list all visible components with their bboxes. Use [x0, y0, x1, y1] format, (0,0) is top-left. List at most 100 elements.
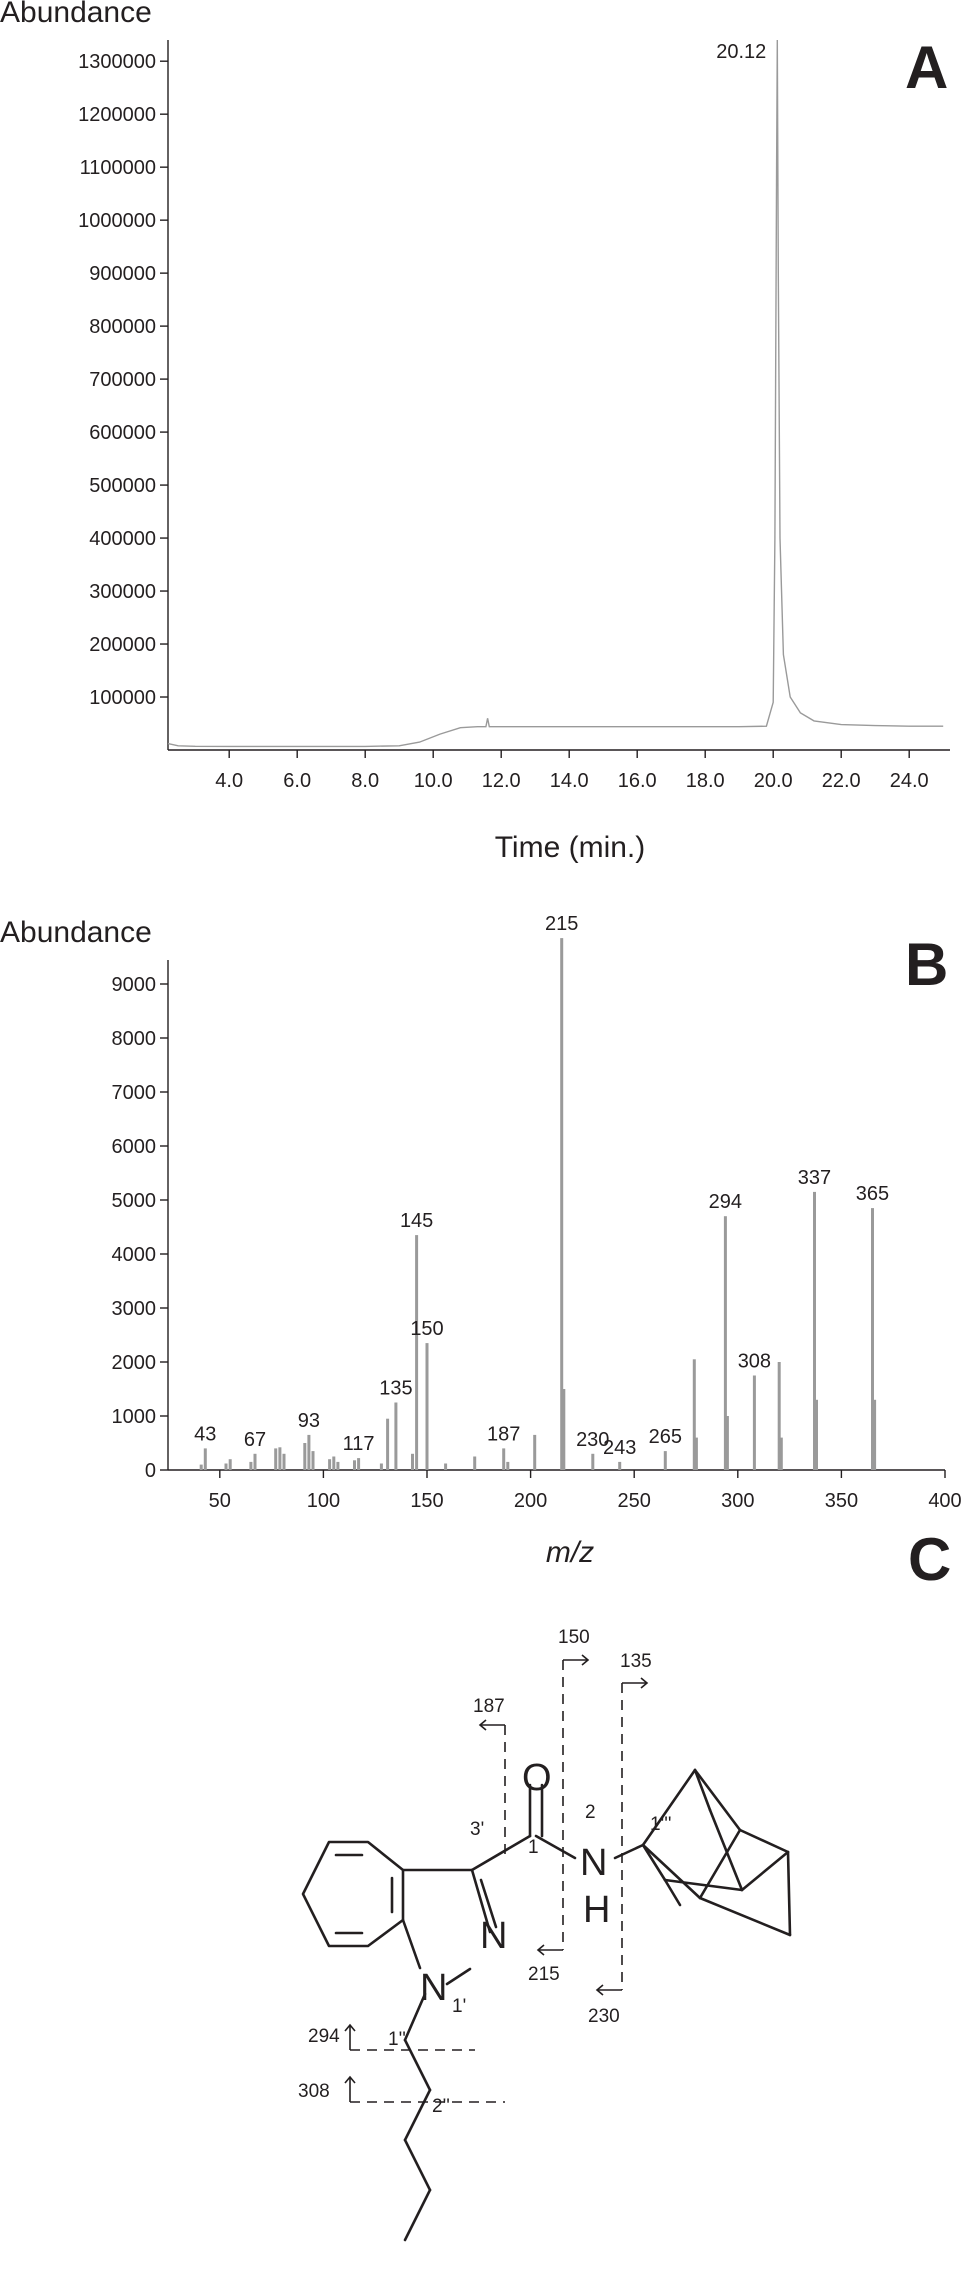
spectrum-x-tick-label: 100	[307, 1490, 340, 1512]
spectrum-bar	[725, 1416, 729, 1470]
chromatogram-x-tick-label: 18.0	[686, 770, 725, 792]
position-2: 2	[585, 1802, 596, 1823]
spectrum-bar	[224, 1463, 228, 1470]
oxygen-atom: O	[522, 1757, 552, 1799]
chromatogram-y-tick-label: 1000000	[78, 210, 156, 232]
indazole-n2-atom: N	[480, 1915, 507, 1957]
chromatogram-y-tick-label: 1300000	[78, 51, 156, 73]
spectrum-bar	[752, 1375, 756, 1470]
spectrum-peak-label: 43	[194, 1423, 216, 1445]
chromatogram-x-tick-label: 14.0	[550, 770, 589, 792]
molecule-bonds	[301, 1768, 792, 2242]
spectrum-bar	[411, 1453, 414, 1470]
spectrum-bar	[249, 1461, 253, 1470]
spectrum-x-tick-label: 350	[825, 1490, 858, 1512]
position-1: 1	[528, 1837, 539, 1858]
spectrum-y-tick-label: 0	[145, 1460, 156, 1482]
spectrum-bar	[303, 1443, 307, 1470]
spectrum-y-tick-label: 2000	[112, 1352, 157, 1374]
panel-label-b: B	[905, 931, 948, 998]
amide-hydrogen-atom: H	[583, 1889, 610, 1931]
spectrum-bar	[199, 1464, 203, 1470]
spectrum-peak-label: 93	[298, 1410, 320, 1432]
spectrum-x-tick-label: 200	[514, 1490, 547, 1512]
spectrum-bar	[415, 1235, 419, 1470]
structure-panel: C	[298, 1526, 951, 2242]
spectrum-peak-label: 265	[649, 1426, 682, 1448]
spectrum-peak-label: 215	[545, 913, 578, 935]
chromatogram-y-tick-label: 200000	[89, 634, 156, 656]
spectrum-bar	[694, 1437, 698, 1470]
fragment-308: 308	[298, 2081, 330, 2102]
spectrum-y-tick-label: 6000	[112, 1136, 157, 1158]
chromatogram-y-tick-label: 400000	[89, 528, 156, 550]
spectrum-peak-label: 135	[379, 1378, 412, 1400]
spectrum-bar	[873, 1399, 877, 1470]
chromatogram-x-tick-label: 24.0	[890, 770, 929, 792]
mass-spectrum-panel: Abundance B m/z 0 1000 2000 3000 4000 5000 600…	[0, 913, 962, 1569]
spectrum-bar	[813, 1191, 816, 1470]
spectrum-y-tick-label: 3000	[112, 1298, 157, 1320]
indazole-n1-atom: N	[420, 1967, 447, 2009]
position-1prime: 1'	[452, 1996, 466, 2017]
chromatogram-x-tick-label: 12.0	[482, 770, 521, 792]
spectrum-peak-label: 243	[603, 1437, 636, 1459]
spectrum-bar	[332, 1456, 336, 1470]
chromatogram-x-tick-label: 6.0	[283, 770, 311, 792]
spectrum-bar	[336, 1461, 340, 1470]
fragment-294: 294	[308, 2026, 340, 2047]
spectrum-bars	[199, 938, 877, 1470]
spectrum-bar	[506, 1461, 510, 1470]
spectrum-bar	[328, 1459, 332, 1470]
fragment-187: 187	[473, 1696, 505, 1717]
chromatogram-x-tick-label: 4.0	[215, 770, 243, 792]
spectrum-bar	[692, 1359, 696, 1470]
spectrum-bar	[444, 1463, 448, 1470]
spectrum-x-tick-label: 400	[928, 1490, 961, 1512]
retention-time-label: 20.12	[716, 41, 766, 63]
spectrum-peak-label: 67	[244, 1429, 266, 1451]
spectrum-bar	[357, 1458, 361, 1470]
chromatogram-xlabel: Time (min.)	[495, 831, 646, 864]
fragment-135: 135	[620, 1651, 652, 1672]
chromatogram-x-tick-label: 8.0	[351, 770, 379, 792]
spectrum-y-tick-label: 5000	[112, 1190, 157, 1212]
chromatogram-y-tick-label: 700000	[89, 369, 156, 391]
spectrum-peak-label: 294	[709, 1191, 742, 1213]
spectrum-bar	[815, 1399, 818, 1470]
spectrum-bar	[533, 1434, 537, 1470]
chromatogram-y-tick-label: 900000	[89, 263, 156, 285]
spectrum-xlabel: m/z	[546, 1536, 594, 1569]
spectrum-bar	[777, 1362, 781, 1470]
spectrum-bar	[618, 1461, 622, 1470]
chromatogram-y-tick-label: 300000	[89, 581, 156, 603]
fragment-150: 150	[558, 1627, 590, 1648]
chromatogram-x-tick-label: 22.0	[822, 770, 861, 792]
chromatogram-y-tick-label: 100000	[89, 687, 156, 709]
spectrum-y-tick-label: 8000	[112, 1028, 157, 1050]
spectrum-bar	[379, 1463, 383, 1470]
spectrum-x-tick-label: 150	[410, 1490, 443, 1512]
spectrum-bar	[394, 1402, 398, 1470]
spectrum-bar	[663, 1451, 667, 1470]
chromatogram-x-tick-label: 16.0	[618, 770, 657, 792]
panel-label-c: C	[908, 1526, 951, 1593]
spectrum-bar	[871, 1208, 874, 1470]
spectrum-axes: 0 1000 2000 3000 4000 5000 6000 7000 8000 9000 50 1…	[112, 960, 962, 1512]
spectrum-bar	[779, 1437, 783, 1470]
chromatogram-axes: 100000 200000 300000 400000 500000 600000 7000…	[78, 40, 950, 792]
spectrum-bar	[502, 1448, 506, 1470]
spectrum-peak-label: 145	[400, 1210, 433, 1232]
spectrum-bar	[425, 1343, 429, 1470]
spectrum-bar	[560, 938, 564, 1470]
spectrum-peak-label: 117	[343, 1433, 375, 1455]
chromatogram-panel: Abundance A Time (min.) 20.12 100000 2000…	[0, 0, 950, 864]
fragment-230: 230	[588, 2006, 620, 2027]
spectrum-x-tick-label: 50	[209, 1490, 231, 1512]
spectrum-y-tick-label: 9000	[112, 974, 157, 996]
panel-label-a: A	[905, 34, 948, 101]
spectrum-bar	[591, 1453, 595, 1470]
fragment-215: 215	[528, 1964, 560, 1985]
